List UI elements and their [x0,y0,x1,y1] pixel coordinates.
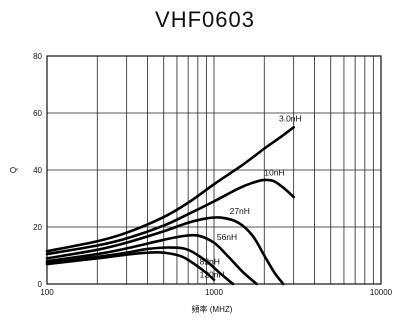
plot-frame [46,55,382,285]
y-tick-label: 40 [33,166,42,175]
y-tick-label: 80 [33,52,42,61]
series-label-56nh: 56nH [217,232,237,242]
series-line-27nh [45,216,285,286]
series-label-3-0nh: 3.0nH [279,114,302,124]
x-tick-label: 10000 [370,288,393,297]
chart-title: VHF0603 [155,7,255,32]
series-label-120nh: 120nH [200,269,225,279]
y-tick-label: 0 [38,280,43,289]
y-axis-title: Q [9,167,18,173]
series-label-27nh: 27nH [230,206,250,216]
series-line-82nh [45,246,235,286]
x-tick-label: 100 [40,288,54,297]
series-line-56nh [45,233,258,286]
series-line-3-0nh [45,125,295,253]
series-label-10nh: 10nH [264,168,284,178]
series-line-10nh [45,178,295,256]
y-tick-label: 20 [33,223,42,232]
series-line-120nh [45,250,216,282]
y-tick-label: 60 [33,109,42,118]
x-tick-label: 1000 [205,288,223,297]
x-axis-title: 頻率 (MHZ) [192,304,233,314]
series-label-82nh: 82nH [200,257,220,267]
